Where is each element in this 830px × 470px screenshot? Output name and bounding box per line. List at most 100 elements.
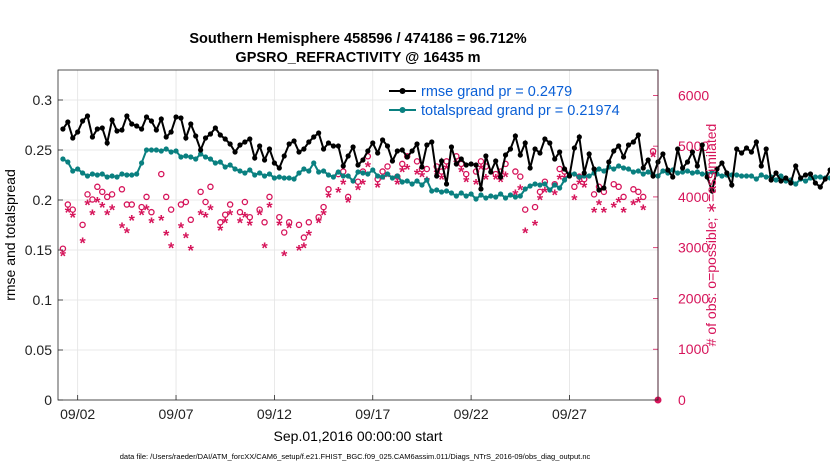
totalspread-point <box>630 169 637 175</box>
rmse-point <box>581 170 587 176</box>
obs-assimilated-point: * <box>104 208 111 225</box>
series-obs-assimilated: ************* *** ************ ************… <box>60 149 657 265</box>
obs-assimilated-point: * <box>261 241 268 258</box>
rmse-point <box>616 143 622 149</box>
totalspread-point <box>443 188 450 194</box>
obs-assimilated-point: * <box>94 195 101 212</box>
totalspread-point <box>330 174 337 180</box>
obs-possible-point <box>89 196 96 203</box>
totalspread-point <box>527 183 533 189</box>
rmse-point <box>311 134 317 140</box>
rmse-point <box>178 115 184 121</box>
totalspread-point <box>409 181 415 187</box>
rmse-point <box>306 139 312 145</box>
obs-assimilated-point: * <box>65 205 72 222</box>
rmse-point <box>817 184 823 190</box>
rmse-point <box>709 188 715 194</box>
obs-assimilated-point: * <box>168 241 175 258</box>
rmse-point <box>586 151 592 157</box>
totalspread-point <box>237 168 243 174</box>
totalspread-point <box>360 170 366 176</box>
totalspread-point <box>286 175 292 181</box>
obs-assimilated-point: * <box>379 172 386 189</box>
rmse-point <box>227 141 233 147</box>
rmse-point <box>296 149 302 155</box>
totalspread-point <box>65 159 71 165</box>
rmse-point <box>596 187 602 193</box>
rmse-point <box>719 160 725 166</box>
obs-possible-point <box>167 206 175 213</box>
rmse-point <box>124 113 130 119</box>
y-axis-label: rmse and totalspread <box>2 169 18 301</box>
rmse-point <box>325 140 332 146</box>
obs-assimilated-point: * <box>198 208 205 225</box>
rmse-point <box>606 159 612 165</box>
rmse-point <box>202 135 209 141</box>
obs-possible-point <box>649 147 657 155</box>
totalspread-point <box>414 178 420 184</box>
totalspread-point <box>242 170 248 176</box>
rmse-point <box>65 119 71 125</box>
rmse-point <box>345 153 351 159</box>
rmse-point <box>89 134 96 140</box>
totalspread-point <box>419 182 425 188</box>
obs-assimilated-point: * <box>532 218 539 235</box>
y-tick-label: 0 <box>44 392 52 408</box>
y-tick-label: 0.15 <box>25 242 52 258</box>
totalspread-point <box>375 173 381 179</box>
rmse-point <box>620 154 627 160</box>
totalspread-point <box>114 174 120 180</box>
rmse-point <box>404 154 410 160</box>
obs-assimilated-point: * <box>281 248 288 265</box>
rmse-point <box>276 165 282 171</box>
totalspread-point <box>247 167 253 173</box>
obs-possible-point <box>202 198 209 206</box>
obs-possible-point <box>620 193 627 201</box>
rmse-point <box>158 116 164 122</box>
rmse-point <box>635 132 641 138</box>
rmse-point <box>439 158 445 164</box>
totalspread-point <box>453 193 459 199</box>
obs-assimilated-point: * <box>537 192 544 209</box>
rmse-point <box>542 136 548 142</box>
totalspread-point <box>296 170 302 176</box>
totalspread-point <box>266 171 273 177</box>
series-area: ************* *** ************ ************… <box>59 113 830 265</box>
totalspread-point <box>276 174 282 180</box>
obs-assimilated-point: * <box>355 182 362 199</box>
totalspread-point <box>193 156 199 162</box>
obs-assimilated-point: * <box>557 172 564 189</box>
x-tick-label: 09/22 <box>454 406 489 422</box>
totalspread-point <box>625 166 632 172</box>
rmse-point <box>679 165 686 171</box>
x-tick-label: 09/27 <box>552 406 587 422</box>
totalspread-point <box>773 177 779 183</box>
obs-possible-point <box>590 191 598 198</box>
obs-possible-point <box>138 203 145 211</box>
rmse-point <box>478 186 484 192</box>
rmse-point <box>483 153 489 159</box>
rmse-point <box>193 133 199 139</box>
obs-possible-point <box>217 219 224 226</box>
obs-assimilated-point: * <box>227 208 234 225</box>
rmse-point <box>237 142 243 148</box>
rmse-point <box>793 163 799 169</box>
rmse-point <box>611 148 617 154</box>
rmse-point <box>566 173 573 179</box>
obs-possible-point <box>207 183 214 191</box>
obs-possible-point <box>84 191 91 198</box>
totalspread-point <box>596 166 602 172</box>
obs-assimilated-point: * <box>404 162 411 179</box>
rmse-point <box>217 132 223 138</box>
rmse-point <box>252 155 258 161</box>
obs-assimilated-point: * <box>188 243 195 260</box>
totalspread-point <box>817 174 823 180</box>
totalspread-point <box>709 169 715 175</box>
obs-assimilated-point: * <box>620 205 627 222</box>
totalspread-point <box>94 172 100 178</box>
totalspread-point <box>719 173 725 179</box>
totalspread-point <box>468 191 474 197</box>
rmse-point <box>394 148 400 154</box>
obs-assimilated-point: * <box>242 210 249 227</box>
legend: rmse grand pr = 0.2479 totalspread grand … <box>389 84 620 119</box>
